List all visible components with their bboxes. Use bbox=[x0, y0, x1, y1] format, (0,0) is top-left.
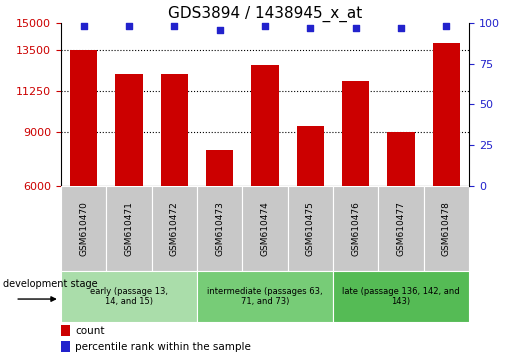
Text: GSM610475: GSM610475 bbox=[306, 201, 315, 256]
Text: development stage: development stage bbox=[3, 279, 98, 289]
Point bbox=[170, 23, 179, 29]
Bar bbox=[61, 341, 70, 353]
Text: GSM610472: GSM610472 bbox=[170, 201, 179, 256]
Text: GSM610474: GSM610474 bbox=[261, 201, 269, 256]
Bar bbox=[251, 65, 279, 186]
Bar bbox=[70, 50, 97, 186]
Bar bbox=[423, 186, 469, 271]
Point bbox=[397, 25, 405, 31]
Bar bbox=[61, 186, 107, 271]
Point bbox=[125, 23, 133, 29]
Point bbox=[261, 23, 269, 29]
Text: GSM610478: GSM610478 bbox=[442, 201, 451, 256]
Text: early (passage 13,
14, and 15): early (passage 13, 14, and 15) bbox=[90, 287, 168, 306]
Bar bbox=[152, 186, 197, 271]
Text: count: count bbox=[75, 326, 105, 336]
Bar bbox=[197, 271, 333, 322]
Text: GSM610476: GSM610476 bbox=[351, 201, 360, 256]
Bar bbox=[61, 271, 197, 322]
Bar bbox=[206, 150, 233, 186]
Point bbox=[80, 23, 88, 29]
Bar bbox=[378, 186, 423, 271]
Bar bbox=[297, 126, 324, 186]
Point bbox=[306, 25, 315, 31]
Text: late (passage 136, 142, and
143): late (passage 136, 142, and 143) bbox=[342, 287, 460, 306]
Point bbox=[442, 23, 450, 29]
Text: GSM610477: GSM610477 bbox=[396, 201, 405, 256]
Bar bbox=[197, 186, 242, 271]
Bar bbox=[61, 325, 70, 336]
Title: GDS3894 / 1438945_x_at: GDS3894 / 1438945_x_at bbox=[168, 5, 362, 22]
Bar bbox=[387, 132, 414, 186]
Text: GSM610470: GSM610470 bbox=[79, 201, 88, 256]
Bar bbox=[333, 186, 378, 271]
Bar bbox=[342, 81, 369, 186]
Bar bbox=[116, 74, 143, 186]
Bar bbox=[242, 186, 288, 271]
Text: GSM610471: GSM610471 bbox=[125, 201, 134, 256]
Bar bbox=[288, 186, 333, 271]
Text: GSM610473: GSM610473 bbox=[215, 201, 224, 256]
Bar bbox=[433, 43, 460, 186]
Bar bbox=[107, 186, 152, 271]
Point bbox=[351, 25, 360, 31]
Point bbox=[215, 27, 224, 32]
Text: intermediate (passages 63,
71, and 73): intermediate (passages 63, 71, and 73) bbox=[207, 287, 323, 306]
Text: percentile rank within the sample: percentile rank within the sample bbox=[75, 342, 251, 352]
Bar bbox=[161, 74, 188, 186]
Bar bbox=[333, 271, 469, 322]
